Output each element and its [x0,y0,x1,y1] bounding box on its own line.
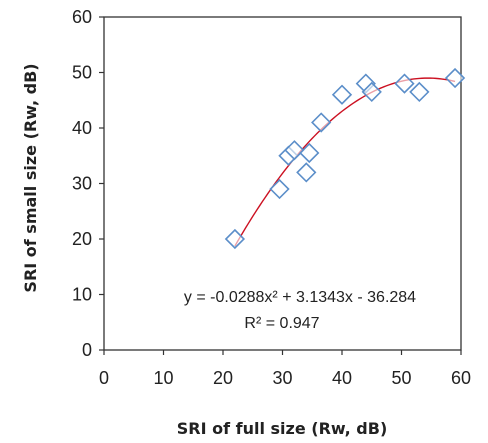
data-point [394,73,415,94]
x-tick-label: 20 [213,368,233,388]
y-tick-label: 50 [72,63,92,83]
data-point [269,178,290,200]
y-tick-label: 30 [72,174,92,194]
x-tick-label: 60 [451,368,471,388]
x-tick-label: 10 [153,368,173,388]
data-point [299,142,320,164]
data-point [444,67,466,89]
x-tick-label: 0 [99,368,109,388]
x-axis-title: SRI of full size (Rw, dB) [177,419,388,438]
data-point [224,228,246,250]
data-point [361,81,382,103]
y-tick-label: 10 [72,285,92,305]
trendline-curve [234,77,456,247]
data-point [296,162,317,183]
x-tick-label: 50 [391,368,411,388]
x-tick-label: 40 [332,368,352,388]
data-point [331,84,353,105]
data-point [284,140,305,161]
data-point [311,112,332,133]
y-axis-title: SRI of small size (Rw, dB) [21,63,40,292]
y-tick-label: 20 [72,229,92,249]
plot-area: 0 10 20 30 40 50 60 0 10 20 30 40 50 60 [72,7,471,388]
y-tick-label: 40 [72,118,92,138]
x-tick-label: 30 [272,368,292,388]
y-tick-label: 0 [82,340,92,360]
trendline-equation: y = -0.0288x² + 3.1343x - 36.284 [184,289,416,306]
data-point [409,81,430,103]
trendline-r-squared: R² = 0.947 [244,315,319,332]
y-tick-label: 60 [72,7,92,27]
